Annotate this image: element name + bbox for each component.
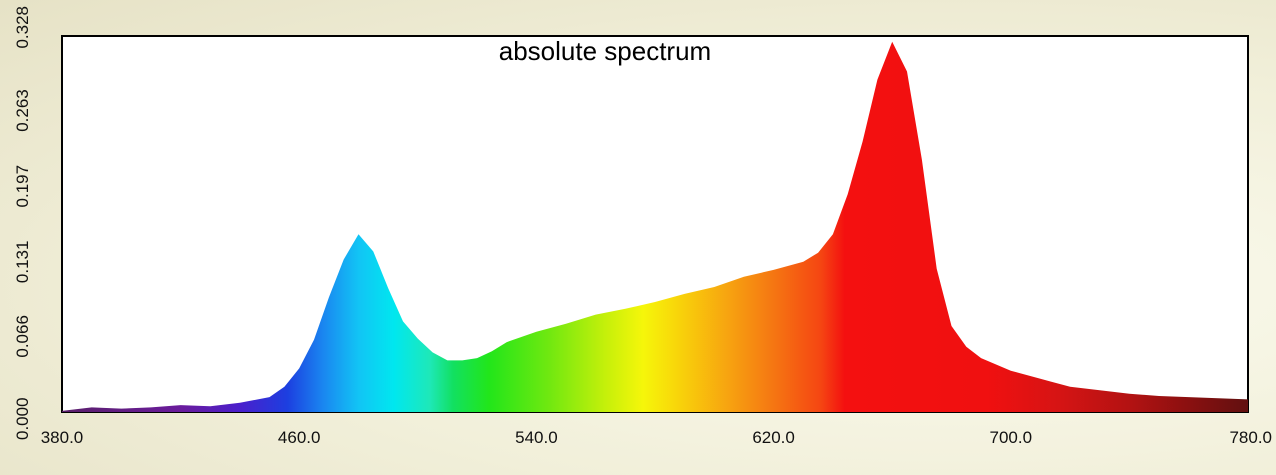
chart-title: absolute spectrum [499,36,711,66]
x-tick-label: 620.0 [752,428,795,447]
spectrum-area [62,41,1248,412]
x-tick-label: 780.0 [1229,428,1272,447]
y-tick-label: 0.000 [13,397,32,440]
y-tick-label: 0.328 [13,6,32,49]
x-tick-label: 540.0 [515,428,558,447]
x-tick-label: 700.0 [990,428,1033,447]
y-axis: 0.000 0.066 0.131 0.197 0.263 0.328 [13,6,32,440]
x-tick-label: 380.0 [41,428,84,447]
y-tick-label: 0.263 [13,89,32,132]
spectrum-series [62,41,1248,412]
y-tick-label: 0.066 [13,315,32,358]
y-tick-label: 0.131 [13,241,32,284]
y-tick-label: 0.197 [13,165,32,208]
x-axis: 380.0 460.0 540.0 620.0 700.0 780.0 [41,428,1272,447]
x-tick-label: 460.0 [278,428,321,447]
